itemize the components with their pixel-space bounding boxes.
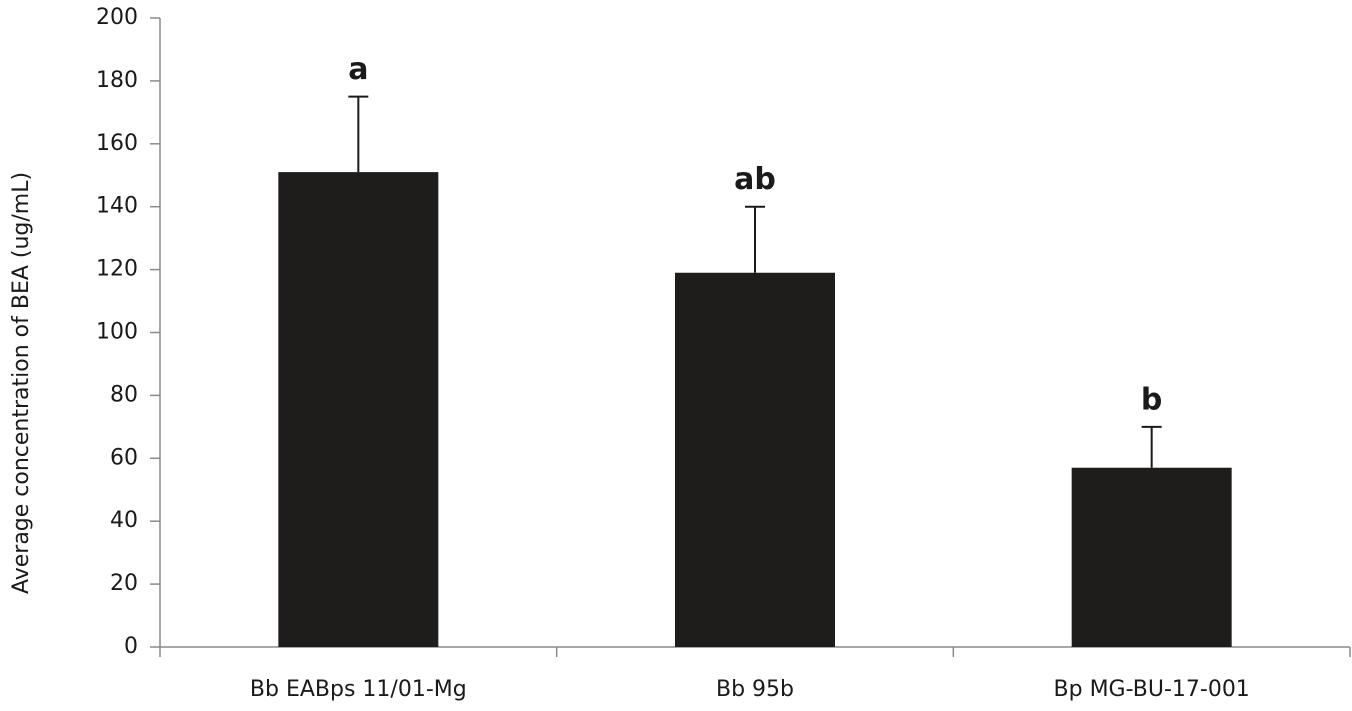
bar xyxy=(1071,467,1232,647)
y-tick-label: 140 xyxy=(96,194,138,219)
y-tick-label: 40 xyxy=(110,508,138,533)
error-bar xyxy=(348,95,369,173)
y-tick-label: 60 xyxy=(110,445,138,470)
significance-label: a xyxy=(348,52,368,87)
error-bar xyxy=(745,205,765,273)
y-tick-label: 120 xyxy=(96,257,138,282)
y-tick-label: 200 xyxy=(96,5,138,30)
y-tick-label: 20 xyxy=(110,571,138,596)
bar xyxy=(278,172,439,648)
y-tick-label: 180 xyxy=(96,68,138,93)
error-bar xyxy=(1141,425,1162,468)
y-tick-label: 160 xyxy=(96,131,138,156)
y-tick-label: 80 xyxy=(110,382,138,407)
significance-label: ab xyxy=(734,162,776,197)
x-tick-label: Bp MG-BU-17-001 xyxy=(1054,677,1250,702)
y-tick-label: 100 xyxy=(96,320,138,345)
bar xyxy=(675,272,835,647)
y-tick-label: 0 xyxy=(124,634,138,659)
x-tick-label: Bb EABps 11/01-Mg xyxy=(250,677,467,702)
x-tick-label: Bb 95b xyxy=(716,677,794,702)
y-axis-label: Average concentration of BEA (ug/mL) xyxy=(9,172,34,594)
significance-label: b xyxy=(1141,382,1162,417)
